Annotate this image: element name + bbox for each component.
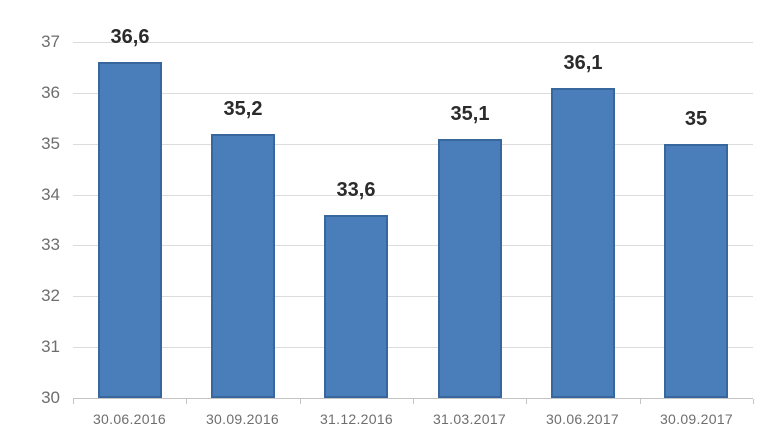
bar-31.03.2017 (438, 139, 502, 398)
x-axis-tick (186, 399, 187, 404)
gridline-33 (73, 245, 753, 246)
y-tick-label: 32 (41, 286, 60, 305)
x-axis-tick (640, 399, 641, 404)
bar-30.09.2017 (664, 144, 728, 398)
y-tick-label: 33 (41, 235, 60, 254)
value-label-30.06.2017: 36,1 (563, 52, 603, 74)
y-tick-label: 34 (41, 185, 60, 204)
gridline-34 (73, 195, 753, 196)
x-tick-label-30.06.2016: 30.06.2016 (92, 411, 167, 427)
gridline-37 (73, 42, 753, 43)
bar-31.12.2016 (324, 215, 388, 398)
value-label-31.03.2017: 35,1 (450, 103, 490, 125)
x-axis-tick (753, 399, 754, 404)
value-label-31.12.2016: 33,6 (336, 179, 376, 201)
gridline-32 (73, 296, 753, 297)
gridline-31 (73, 347, 753, 348)
x-tick-label-30.06.2017: 30.06.2017 (545, 411, 620, 427)
value-label-30.09.2016: 35,2 (223, 98, 263, 120)
bar-30.06.2017 (551, 88, 615, 398)
x-tick-label-31.03.2017: 31.03.2017 (432, 411, 507, 427)
y-tick-label: 36 (41, 83, 60, 102)
x-tick-label-31.12.2016: 31.12.2016 (319, 411, 394, 427)
gridline-35 (73, 144, 753, 145)
x-axis-tick (300, 399, 301, 404)
y-tick-label: 35 (41, 134, 60, 153)
x-axis-line (73, 398, 753, 399)
bar-30.06.2016 (98, 62, 162, 398)
y-tick-label: 31 (41, 337, 60, 356)
value-label-30.09.2017: 35 (684, 108, 708, 130)
bar-30.09.2016 (211, 134, 275, 398)
x-axis-tick (526, 399, 527, 404)
y-tick-label: 30 (41, 388, 60, 407)
x-axis-tick (413, 399, 414, 404)
x-tick-label-30.09.2017: 30.09.2017 (659, 411, 734, 427)
x-tick-label-30.09.2016: 30.09.2016 (205, 411, 280, 427)
gridline-36 (73, 93, 753, 94)
x-axis-tick (73, 399, 74, 404)
y-tick-label: 37 (41, 32, 60, 51)
value-label-30.06.2016: 36,6 (110, 26, 150, 48)
